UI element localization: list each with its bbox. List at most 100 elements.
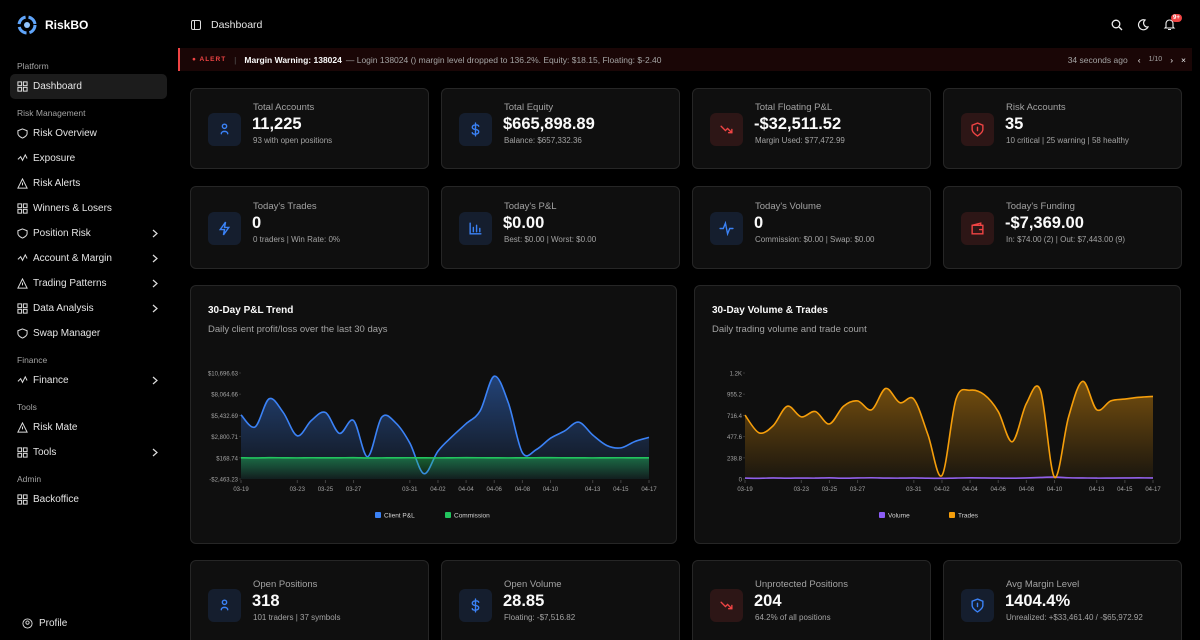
stat-value: $0.00	[503, 213, 545, 232]
stat-sub: 93 with open positions	[253, 135, 333, 145]
series-line	[744, 380, 1154, 479]
nav-item[interactable]: Risk Overview	[10, 121, 167, 146]
stat-value: 11,225	[252, 114, 302, 133]
stat-icon-shape	[971, 598, 984, 613]
stat-sub: Unrealized: +$33,461.40 / -$65,972.92	[1006, 613, 1143, 622]
legend-label: Client P&L	[384, 513, 415, 520]
nav-item[interactable]: Finance	[10, 368, 167, 393]
page-title: Dashboard	[211, 19, 263, 31]
profile-label: Profile	[39, 618, 68, 629]
legend-swatch	[949, 512, 955, 518]
stat-label: Today's Funding	[1006, 200, 1075, 212]
nav-icon-shape	[17, 278, 28, 289]
x-tick-label: 04-13	[585, 487, 601, 493]
theme-toggle[interactable]	[1137, 19, 1149, 31]
chevron-shape	[152, 304, 158, 313]
stat-icon-shape	[218, 221, 231, 235]
x-tick-label: 03-27	[850, 487, 866, 493]
nav-item[interactable]: Trading Patterns	[10, 271, 167, 296]
nav-item[interactable]: Exposure	[10, 146, 167, 171]
stat-sub: In: $74.00 (2) | Out: $7,443.00 (9)	[1006, 234, 1126, 244]
profile-icon	[22, 618, 33, 629]
nav-item[interactable]: Swap Manager	[10, 321, 167, 346]
stat-icon	[208, 112, 241, 146]
stat-sub: Floating: -$7,516.82	[504, 613, 576, 622]
nav-item[interactable]: Account & Margin	[10, 246, 167, 271]
alert-close[interactable]: ×	[1181, 54, 1186, 65]
x-tick-label: 03-19	[233, 487, 249, 493]
y-tick-label: $10,696.63	[208, 372, 239, 378]
chart-card: 30-Day P&L Trend Daily client profit/loss…	[190, 285, 677, 544]
stat-card: Total Accounts 11,225 93 with open positio…	[190, 88, 429, 169]
stat-sub: Balance: $657,332.36	[504, 135, 582, 145]
nav-item[interactable]: Position Risk	[10, 221, 167, 246]
legend-swatch	[375, 512, 381, 518]
brand[interactable]: RiskBO	[17, 15, 88, 35]
nav-item-label: Risk Overview	[33, 128, 97, 139]
stat-card: Risk Accounts 35 10 critical | 25 warning …	[943, 88, 1182, 169]
alert-prev[interactable]: ‹	[1137, 54, 1141, 65]
stat-value: 35	[1005, 114, 1024, 133]
nav-item-label: Trading Patterns	[33, 278, 107, 289]
nav-icon	[17, 494, 28, 505]
chevron	[152, 448, 158, 457]
stat-card: Avg Margin Level 1404.4% Unrealized: +$33,…	[943, 560, 1182, 640]
nav-item[interactable]: Risk Alerts	[10, 171, 167, 196]
stat-value: -$32,511.52	[754, 114, 842, 133]
stat-value: -$7,369.00	[1005, 213, 1084, 232]
nav-section-title: Tools	[17, 402, 37, 412]
nav-icon-shape	[17, 153, 28, 162]
nav-item[interactable]: Risk Mate	[10, 415, 167, 440]
stat-label: Today's P&L	[504, 200, 557, 212]
profile-link[interactable]: Profile	[22, 618, 67, 629]
stat-value: 1404.4%	[1005, 592, 1071, 610]
nav-item-label: Risk Mate	[33, 422, 78, 433]
sidebar-toggle[interactable]	[191, 20, 201, 30]
nav-section-title: Finance	[17, 355, 48, 365]
nav-item[interactable]: Backoffice	[10, 487, 167, 512]
stat-card: Today's Funding -$7,369.00 In: $74.00 (2) …	[943, 186, 1182, 269]
stat-card: Total Floating P&L -$32,511.52 Margin Used…	[692, 88, 931, 169]
stat-icon	[961, 589, 994, 622]
stat-icon-glyph	[469, 221, 482, 235]
alert-next[interactable]: ›	[1170, 54, 1174, 65]
nav-item-label: Position Risk	[33, 228, 91, 239]
stat-icon-shape	[220, 122, 229, 134]
search-button[interactable]	[1111, 19, 1123, 31]
stat-icon	[208, 211, 241, 245]
stat-icon-glyph	[971, 598, 984, 613]
nav-item[interactable]: Data Analysis	[10, 296, 167, 321]
stat-label: Risk Accounts	[1006, 101, 1066, 113]
stat-sub: Best: $0.00 | Worst: $0.00	[504, 234, 597, 244]
x-tick-label: 04-02	[430, 487, 446, 493]
chevron	[152, 376, 158, 385]
nav-icon-shape	[17, 375, 28, 384]
x-tick-label: 04-08	[515, 487, 531, 493]
chart: 30-Day P&L Trend Daily client profit/loss…	[208, 305, 657, 520]
series-line	[240, 375, 650, 475]
x-tick-label: 04-08	[1019, 487, 1035, 493]
nav-item[interactable]: Winners & Losers	[10, 196, 167, 221]
nav-icon	[17, 153, 28, 162]
notification-badge: 9+	[1171, 14, 1182, 22]
header: Dashboard 9+	[175, 0, 1200, 48]
nav-item[interactable]: Tools	[10, 440, 167, 465]
nav-icon	[17, 178, 28, 189]
x-tick-label: 03-27	[346, 487, 362, 493]
chevron-shape	[152, 448, 158, 457]
x-tick-label: 04-04	[458, 487, 474, 493]
nav-icon	[17, 375, 28, 384]
alert-title: Margin Warning: 138024	[244, 54, 342, 65]
chart-subtitle: Daily client profit/loss over the last 3…	[208, 324, 388, 335]
stat-icon-shape	[471, 598, 480, 613]
stat-icon-glyph	[720, 601, 733, 610]
chart-title: 30-Day P&L Trend	[208, 305, 293, 316]
x-tick-label: 03-25	[822, 487, 838, 493]
stat-label: Today's Volume	[755, 200, 822, 212]
x-tick-label: 04-06	[487, 487, 503, 493]
nav-item[interactable]: Dashboard	[10, 74, 167, 99]
x-tick-label: 04-17	[1145, 487, 1161, 493]
nav-icon	[17, 447, 28, 458]
nav-icon	[17, 278, 28, 289]
stat-icon-glyph	[471, 121, 480, 137]
